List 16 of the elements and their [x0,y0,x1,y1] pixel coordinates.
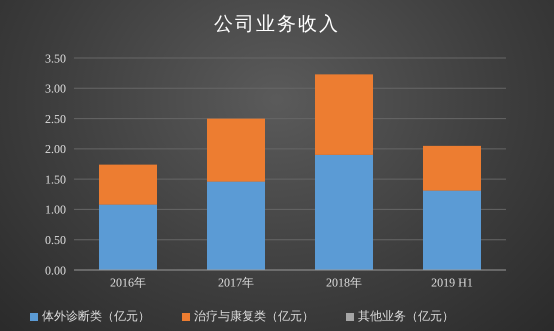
y-tick-label: 3.50 [45,51,66,66]
y-tick-label: 0.00 [45,263,66,278]
legend-label: 其他业务（亿元） [358,309,454,323]
x-tick-label: 2018年 [326,276,362,290]
x-tick-label: 2016年 [110,276,146,290]
x-tick-label: 2019 H1 [431,276,473,290]
chart-title: 公司业务收入 [213,12,341,37]
y-tick-label: 0.50 [45,232,66,247]
y-tick-label: 1.00 [45,202,66,217]
y-tick-label: 2.00 [45,142,66,156]
y-tick-label: 1.50 [45,172,66,186]
legend-label: 体外诊断类（亿元） [42,309,150,323]
y-tick-label: 2.50 [45,112,66,126]
y-tick-label: 3.00 [45,82,66,96]
x-tick-label: 2017年 [218,276,254,290]
legend-label: 治疗与康复类（亿元） [194,309,314,323]
